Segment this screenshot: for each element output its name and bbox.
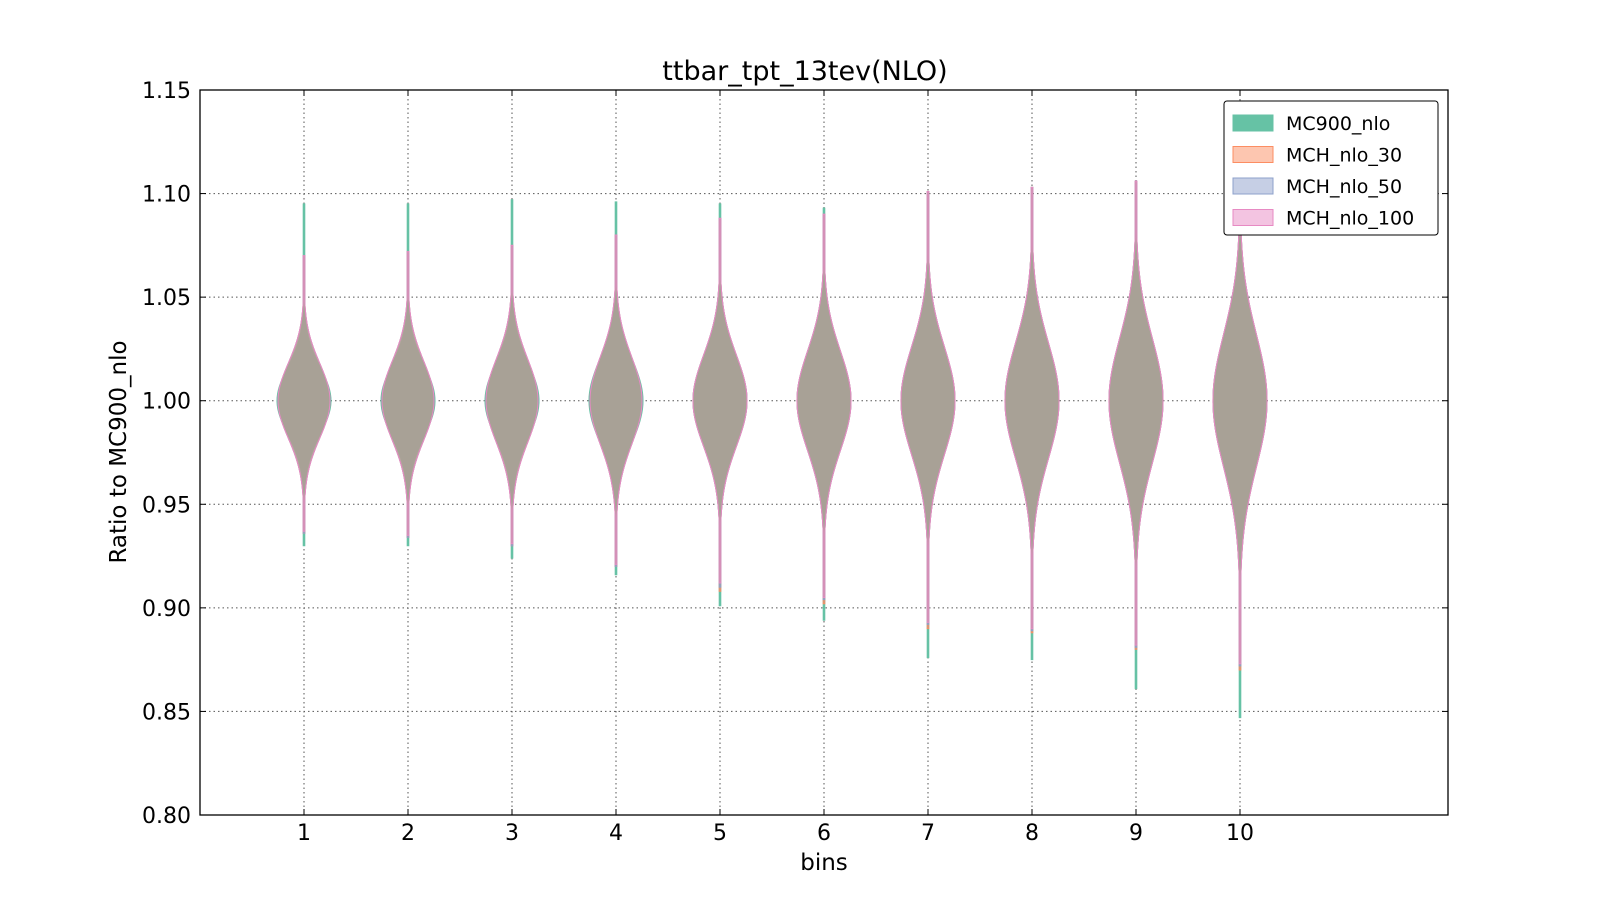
tick-layer: 0.80 0.85 0.90 0.95 1.00 1.05 1.10 1.15 1 2 3 4 5 6 7 8… [142,79,1448,846]
violin-group-bin-7 [900,191,956,659]
violin-MCH_nlo_100 [277,255,331,532]
violin-MCH_nlo_100 [381,251,435,536]
x-tick-label: 6 [817,821,831,846]
x-tick-label: 5 [713,821,727,846]
x-tick-label: 8 [1025,821,1039,846]
x-tick-label: 1 [297,821,311,846]
legend-swatch-MCH_nlo_100 [1232,209,1274,226]
y-tick-label: 1.15 [142,79,191,104]
violin-group-bin-4 [588,201,644,576]
y-tick-label: 0.95 [142,493,191,518]
y-tick-label: 0.90 [142,597,191,622]
x-tick-label: 3 [505,821,519,846]
violin-group-bin-1 [276,203,332,547]
violin-MCH_nlo_100 [1004,186,1060,630]
violin-group-bin-5 [692,203,748,607]
y-tick-label: 1.00 [142,390,191,415]
violin-group-bin-6 [796,207,852,621]
y-tick-label: 1.10 [142,183,191,208]
legend: MC900_nlo MCH_nlo_30 MCH_nlo_50 MCH_nlo_100 [1223,100,1439,236]
legend-swatch-MCH_nlo_30 [1232,146,1274,163]
x-tick-label: 7 [921,821,935,846]
chart-title: ttbar_tpt_13tev(NLO) [662,56,947,87]
x-tick-label: 4 [609,821,623,846]
x-tick-label: 2 [401,821,415,846]
violin-MCH_nlo_100 [900,191,956,623]
legend-label: MCH_nlo_30 [1286,145,1402,167]
legend-swatch-MCH_nlo_50 [1232,177,1274,195]
violin-MCH_nlo_100 [485,244,539,545]
x-tick-label: 10 [1226,821,1254,846]
y-tick-label: 1.05 [142,286,191,311]
legend-swatch-MC900_nlo [1232,114,1274,132]
violin-group-bin-8 [1004,186,1060,661]
legend-label: MC900_nlo [1286,113,1390,135]
x-tick-label: 9 [1129,821,1143,846]
violin-MCH_nlo_100 [692,217,748,584]
x-axis-label: bins [800,850,848,876]
violin-MCH_nlo_100 [589,234,643,565]
violin-group-bin-2 [380,203,436,547]
violin-MCH_nlo_100 [1108,180,1164,646]
legend-label: MCH_nlo_50 [1286,176,1402,198]
violin-group-bin-9 [1108,180,1164,690]
violin-MCH_nlo_100 [796,213,852,598]
y-tick-label: 0.85 [142,700,191,725]
legend-label: MCH_nlo_100 [1286,208,1414,230]
violin-layer [276,172,1268,719]
y-axis-label: Ratio to MC900_nlo [106,340,132,563]
legend-box [1223,100,1439,236]
violin-group-bin-3 [484,199,540,559]
y-tick-label: 0.80 [142,804,191,829]
